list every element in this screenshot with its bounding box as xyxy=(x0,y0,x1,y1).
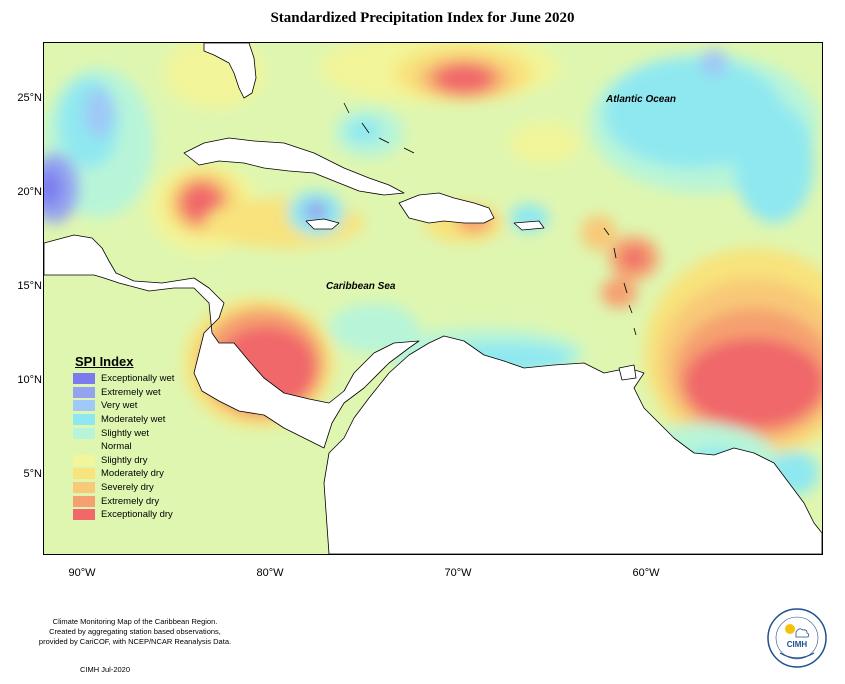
cimh-logo-icon: CIMH xyxy=(766,607,828,669)
legend-item: Moderately dry xyxy=(73,467,193,481)
credits-line: Created by aggregating station based obs… xyxy=(49,627,221,636)
map-title: Standardized Precipitation Index for Jun… xyxy=(270,10,575,26)
credits-date: CIMH Jul-2020 xyxy=(80,665,131,674)
legend-title: SPI Index xyxy=(75,354,134,369)
legend-swatch xyxy=(73,427,95,439)
legend-item: Very wet xyxy=(73,399,193,413)
legend-swatch xyxy=(73,386,95,398)
legend-swatch xyxy=(73,400,95,412)
spi-legend: SPI Index Exceptionally wet Extremely wet… xyxy=(73,354,193,522)
lon-label-60w: 60°W xyxy=(632,567,660,579)
map-credits: Climate Monitoring Map of the Caribbean … xyxy=(20,617,250,647)
legend-item: Extremely dry xyxy=(73,494,193,508)
legend-item: Exceptionally dry xyxy=(73,508,193,522)
legend-swatch xyxy=(73,495,95,507)
spi-map xyxy=(43,42,823,555)
lat-label-25n: 25°N xyxy=(17,92,42,104)
credits-line: provided by CariCOF, with NCEP/NCAR Rean… xyxy=(38,637,232,646)
lat-label-15n: 15°N xyxy=(17,280,42,292)
credits-line: Climate Monitoring Map of the Caribbean … xyxy=(52,617,218,626)
legend-label: Exceptionally dry xyxy=(101,509,173,521)
lon-label-70w: 70°W xyxy=(444,567,472,579)
legend-item: Moderately wet xyxy=(73,413,193,427)
spi-map-canvas xyxy=(44,43,822,554)
legend-item: Slightly dry xyxy=(73,454,193,468)
legend-label: Normal xyxy=(101,441,132,453)
legend-swatch xyxy=(73,373,95,385)
legend-label: Extremely dry xyxy=(101,495,160,507)
legend-label: Extremely wet xyxy=(101,386,161,398)
legend-swatch xyxy=(73,414,95,426)
lat-label-5n: 5°N xyxy=(23,468,42,480)
lat-label-10n: 10°N xyxy=(17,374,42,386)
legend-swatch xyxy=(73,509,95,521)
legend-item: Extremely wet xyxy=(73,386,193,400)
legend-item: Exceptionally wet xyxy=(73,372,193,386)
legend-label: Moderately wet xyxy=(101,414,166,426)
legend-swatch xyxy=(73,482,95,494)
lon-label-90w: 90°W xyxy=(68,567,96,579)
legend-swatch xyxy=(73,454,95,466)
legend-label: Exceptionally wet xyxy=(101,373,175,385)
lat-label-20n: 20°N xyxy=(17,186,42,198)
legend-swatch xyxy=(73,441,95,453)
legend-label: Very wet xyxy=(101,400,138,412)
legend-label: Moderately dry xyxy=(101,468,164,480)
legend-label: Severely dry xyxy=(101,482,154,494)
lon-label-80w: 80°W xyxy=(256,567,284,579)
legend-swatch xyxy=(73,468,95,480)
caribbean-sea-label: Caribbean Sea xyxy=(326,281,396,292)
legend-item: Normal xyxy=(73,440,193,454)
legend-items: Exceptionally wet Extremely wet Very wet Mo… xyxy=(73,372,193,522)
legend-item: Severely dry xyxy=(73,481,193,495)
legend-label: Slightly dry xyxy=(101,454,148,466)
legend-label: Slightly wet xyxy=(101,427,150,439)
legend-item: Slightly wet xyxy=(73,426,193,440)
logo-text: CIMH xyxy=(787,640,808,649)
atlantic-ocean-label: Atlantic Ocean xyxy=(606,94,677,105)
